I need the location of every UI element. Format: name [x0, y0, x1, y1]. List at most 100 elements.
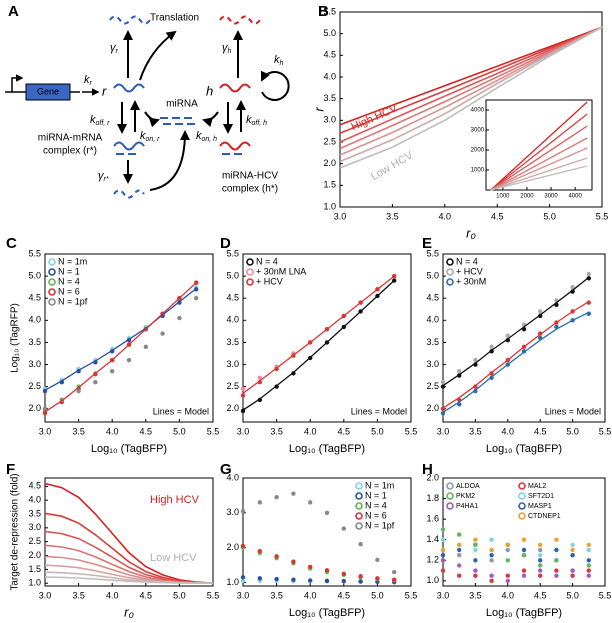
series-line: [44, 287, 197, 391]
x-tick-label: 3.5: [469, 590, 482, 600]
point: [538, 552, 543, 558]
y-tick-label: 1.2: [426, 555, 439, 565]
point: [440, 552, 446, 558]
series-line: [242, 275, 395, 394]
x-tick-label: 1000: [496, 194, 510, 200]
y-tick-label: 2.0: [28, 403, 41, 413]
x-axis-label: Log₁₀ (TagBFP): [289, 443, 365, 455]
rate-symbol: γ: [222, 42, 229, 54]
y-tick-label: 1.5: [323, 180, 336, 190]
legend-marker: [446, 258, 454, 266]
plot-frame: [485, 99, 593, 191]
y-tick-label: 1.5: [28, 564, 41, 574]
y-tick-label: 5.0: [426, 270, 439, 280]
legend-label: N = 1: [365, 490, 387, 500]
y-tick-label: 5.0: [323, 28, 336, 38]
annotation: Lines = Model: [153, 406, 209, 416]
y-tick-label: 4.0: [28, 315, 41, 325]
x-tick-label: 2000: [520, 194, 534, 200]
legend-marker: [355, 512, 363, 520]
point: [473, 568, 478, 573]
point: [554, 558, 559, 563]
series-line: [339, 26, 603, 163]
y-tick-label: 3.5: [28, 508, 41, 518]
arrow: [202, 111, 219, 128]
point: [457, 532, 462, 537]
x-tick-label: 5.0: [371, 426, 384, 436]
y-tick-label: 2.0: [426, 403, 439, 413]
legend-marker: [446, 482, 454, 490]
rate-label: γr*: [98, 170, 109, 183]
x-tick-label: 5.0: [566, 590, 579, 600]
legend-label: N = 4: [256, 256, 278, 266]
panel-label: H: [422, 461, 433, 478]
legend-marker: [446, 278, 454, 286]
y-axis-label: Log₁₀ (TagRFP): [10, 303, 21, 373]
rate-label: kon, r: [140, 130, 160, 143]
y-tick-label: 4.0: [226, 472, 239, 482]
point: [586, 568, 591, 573]
point: [341, 526, 346, 531]
complex-label: miRNA-HCV: [222, 171, 278, 182]
point: [291, 577, 296, 582]
rate-label: γr: [110, 42, 119, 55]
point: [586, 276, 591, 281]
annotation: Low HCV: [150, 552, 197, 564]
point: [341, 571, 346, 577]
legend-marker: [446, 492, 454, 500]
point: [240, 575, 246, 580]
point: [505, 578, 510, 584]
legend-label: N = 4: [365, 500, 387, 510]
rate-subscript: off, r: [96, 120, 111, 127]
y-tick-label: 2.0: [226, 403, 239, 413]
legend-label: MASP1: [528, 503, 552, 510]
y-tick-label: 4.5: [323, 50, 336, 60]
legend-marker: [246, 258, 254, 266]
x-tick-label: 5.0: [566, 426, 579, 436]
x-tick-label: 3.0: [437, 590, 450, 600]
series-line: [339, 26, 603, 135]
panel-label: D: [220, 235, 231, 252]
point: [257, 576, 262, 581]
rate-symbol: k: [246, 114, 252, 126]
point: [505, 542, 510, 548]
point: [521, 552, 527, 558]
series-line: [490, 101, 588, 191]
translation-label: Translation: [150, 13, 199, 24]
legend-label: + 30nM: [456, 276, 486, 286]
y-tick-label: 5.5: [226, 248, 239, 258]
point: [257, 375, 262, 380]
x-tick-label: 3.0: [39, 590, 52, 600]
point: [521, 547, 527, 553]
point: [554, 537, 559, 542]
x-tick-label: 5.5: [599, 426, 612, 436]
legend-marker: [48, 268, 56, 276]
series-line: [442, 301, 590, 409]
legend-label: N = 1: [58, 266, 80, 276]
legend-marker: [355, 522, 363, 530]
series-line: [490, 157, 588, 191]
legend-label: MAL2: [528, 483, 546, 490]
rate-label: kon, h: [196, 130, 217, 143]
x-tick-label: 4.0: [304, 590, 317, 600]
y-tick-label: 4.5: [426, 293, 439, 303]
y-tick-label: 3.5: [323, 93, 336, 103]
legend-label: + HCV: [456, 266, 483, 276]
x-tick-label: 4.0: [304, 426, 317, 436]
y-tick-label: 3.0: [226, 507, 239, 517]
x-tick-label: 5.5: [405, 590, 418, 600]
y-tick-label: 1.0: [323, 201, 336, 211]
point: [42, 410, 48, 416]
point: [473, 537, 478, 542]
legend-marker: [518, 482, 526, 490]
legend-marker: [518, 492, 526, 500]
legend-label: CTDNEP1: [528, 513, 561, 520]
x-tick-label: 4.0: [439, 211, 452, 221]
point: [521, 573, 527, 578]
y-tick-label: 1000: [471, 168, 485, 174]
y-axis-label: Target de-repression (fold): [10, 473, 21, 590]
y-axis-label: r: [311, 107, 326, 112]
y-tick-label: 3.0: [28, 359, 41, 369]
point: [440, 547, 446, 553]
point: [358, 574, 363, 579]
